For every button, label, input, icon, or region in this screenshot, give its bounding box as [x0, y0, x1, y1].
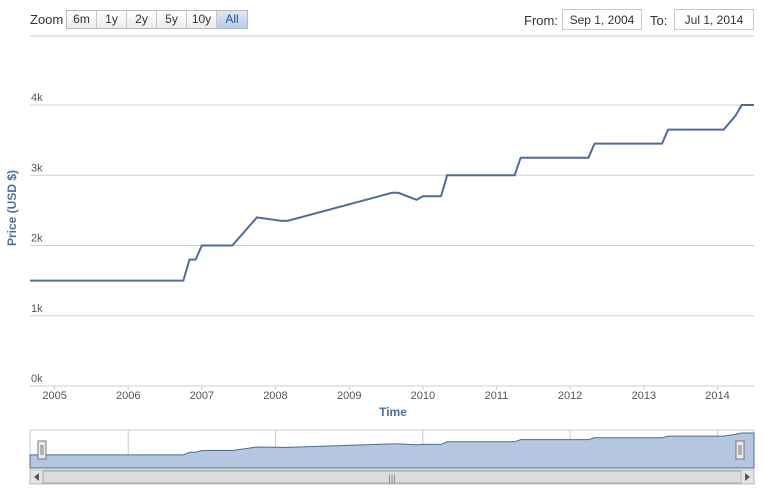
x-tick-label: 2007	[190, 390, 214, 402]
x-tick-label: 2009	[337, 390, 361, 402]
y-tick-label: 1k	[31, 303, 43, 315]
zoom-1y-button[interactable]: 1y	[97, 11, 127, 28]
y-tick-label: 4k	[31, 92, 43, 104]
zoom-5y-button[interactable]: 5y	[157, 11, 187, 28]
navigator-series-area	[29, 432, 755, 469]
zoom-button-group: 6m 1y 2y 5y 10y All	[66, 10, 248, 29]
scrollbar-grip-icon: |||	[388, 473, 395, 483]
x-axis-title: Time	[379, 405, 407, 419]
navigator-right-handle[interactable]	[735, 440, 745, 460]
zoom-all-button[interactable]: All	[217, 11, 247, 28]
x-axis-ticks: 2005 2006 2007 2008 2009 2010 2011 2012 2013 2014	[42, 386, 730, 402]
chevron-right-icon	[745, 473, 750, 481]
y-tick-label: 0k	[31, 373, 43, 385]
zoom-6m-button[interactable]: 6m	[67, 11, 97, 28]
x-tick-label: 2006	[116, 390, 140, 402]
scrollbar[interactable]: |||	[29, 469, 755, 485]
x-tick-label: 2012	[558, 390, 582, 402]
zoom-label: Zoom	[30, 12, 64, 27]
grid-lines	[30, 104, 754, 387]
zoom-2y-button[interactable]: 2y	[127, 11, 157, 28]
x-tick-label: 2013	[632, 390, 656, 402]
chevron-left-icon	[34, 473, 39, 481]
y-tick-label: 2k	[31, 233, 43, 245]
navigator-left-handle[interactable]	[37, 440, 47, 460]
from-label: From:	[524, 13, 558, 28]
x-tick-label: 2005	[42, 390, 66, 402]
navigator[interactable]: 20062008201020122014	[29, 429, 755, 469]
x-tick-label: 2008	[263, 390, 287, 402]
to-date-input[interactable]	[674, 9, 754, 30]
y-tick-label: 3k	[31, 162, 43, 174]
from-date-input[interactable]	[562, 9, 642, 30]
x-tick-label: 2011	[485, 390, 509, 402]
zoom-10y-button[interactable]: 10y	[187, 11, 217, 28]
y-axis-title: Price (USD $)	[5, 170, 19, 246]
y-axis-ticks: 0k 1k 2k 3k 4k	[31, 92, 43, 385]
price-series-line	[30, 104, 754, 282]
x-tick-label: 2014	[705, 390, 729, 402]
to-label: To:	[650, 13, 668, 28]
x-tick-label: 2010	[411, 390, 435, 402]
